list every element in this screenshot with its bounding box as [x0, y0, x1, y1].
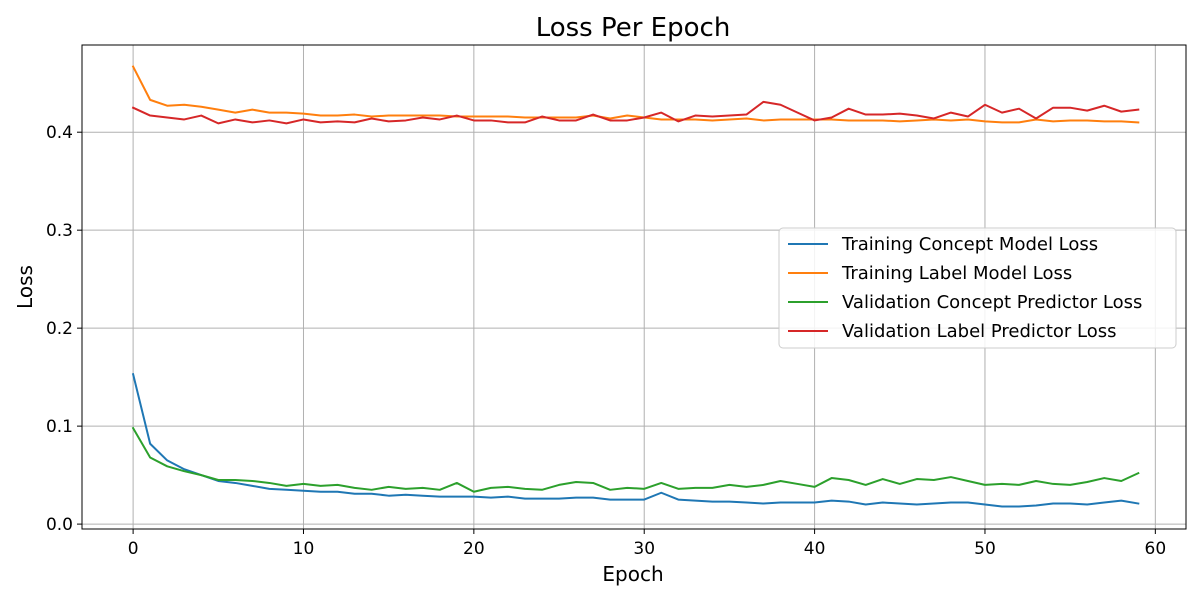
- series-line-3: [131, 426, 1140, 493]
- legend-entry-label: Validation Label Predictor Loss: [842, 321, 1117, 342]
- y-tick-label: 0.3: [46, 221, 73, 241]
- plot-frame: [81, 44, 1187, 530]
- series-line-2: [131, 65, 1140, 124]
- y-tick-label: 0.0: [46, 515, 73, 535]
- y-axis-label: Loss: [13, 265, 37, 309]
- x-tick-label: 20: [463, 539, 485, 559]
- series-line-1: [131, 372, 1140, 508]
- x-axis-label: Epoch: [602, 562, 663, 586]
- series-lines: [131, 65, 1140, 508]
- legend: Training Concept Model Loss Training Labe…: [778, 227, 1177, 349]
- axis-ticks: 0 10 20 30 40 50 60 0.0 0.1 0.2 0.3 0.4: [46, 123, 1166, 559]
- y-tick-label: 0.1: [46, 417, 73, 437]
- legend-entry-label: Training Label Model Loss: [841, 263, 1072, 284]
- x-tick-label: 30: [633, 539, 655, 559]
- y-tick-label: 0.4: [46, 123, 73, 143]
- x-tick-label: 10: [293, 539, 315, 559]
- chart-title: Loss Per Epoch: [536, 13, 731, 43]
- x-tick-label: 50: [974, 539, 996, 559]
- legend-entry-label: Validation Concept Predictor Loss: [842, 292, 1142, 313]
- x-tick-label: 40: [804, 539, 826, 559]
- y-tick-label: 0.2: [46, 319, 73, 339]
- legend-entry-label: Training Concept Model Loss: [841, 234, 1098, 255]
- x-tick-label: 60: [1145, 539, 1167, 559]
- legend-box: [778, 227, 1177, 349]
- series-line-4: [131, 100, 1140, 125]
- x-tick-label: 0: [128, 539, 139, 559]
